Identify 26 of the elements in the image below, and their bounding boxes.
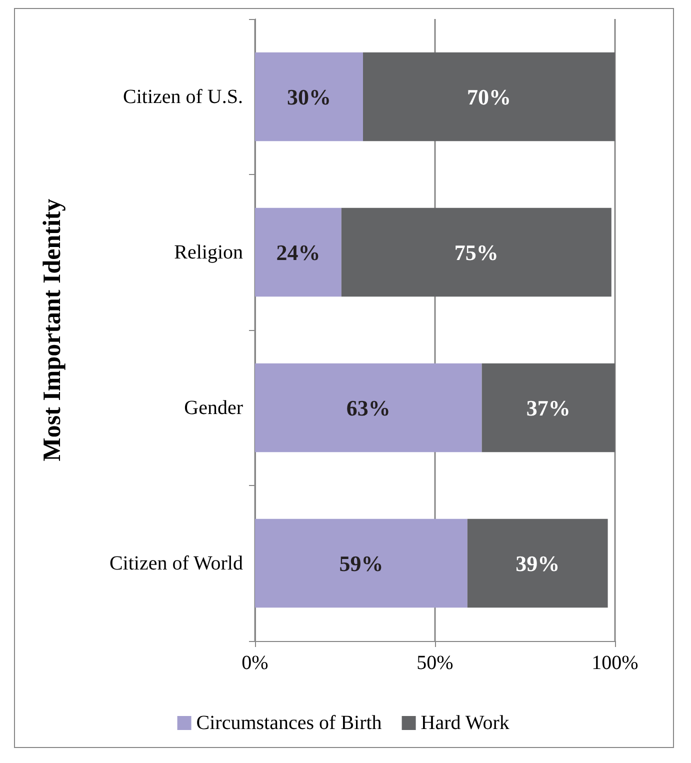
y-tick-label: Citizen of World: [109, 552, 243, 574]
x-tick-label: 50%: [416, 652, 454, 674]
y-axis-title: Most Important Identity: [39, 198, 66, 462]
bar: [255, 518, 468, 608]
data-label: 75%: [454, 240, 498, 265]
bar: [255, 363, 482, 452]
data-label: 37%: [526, 395, 570, 420]
bar: [363, 52, 615, 142]
y-tick-label: Gender: [184, 396, 244, 419]
bar: [482, 363, 615, 452]
legend-label: Circumstances of Birth: [196, 712, 382, 734]
y-tick-label: Religion: [174, 241, 243, 264]
bar: [341, 208, 612, 297]
x-tick-label: 100%: [592, 652, 638, 674]
bar: [255, 52, 363, 142]
data-label: 59%: [339, 550, 384, 576]
x-tick-label: 0%: [242, 652, 268, 674]
data-label: 39%: [516, 550, 560, 576]
data-label: 30%: [287, 84, 331, 110]
data-label: 70%: [467, 84, 511, 110]
bar: [467, 518, 608, 608]
data-label: 63%: [346, 395, 390, 420]
y-tick-label: Citizen of U.S.: [123, 86, 243, 108]
data-label: 24%: [276, 240, 320, 265]
bar: [255, 208, 342, 297]
legend-label: Hard Work: [420, 712, 510, 734]
